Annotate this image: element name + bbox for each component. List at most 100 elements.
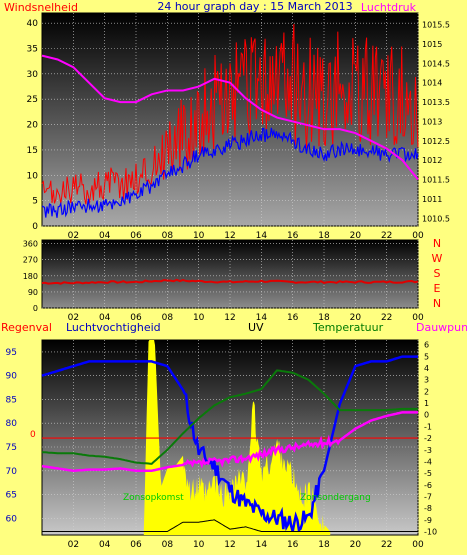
humidity-y-tick-label: 80 <box>6 419 18 429</box>
compass-letter: N <box>433 297 441 310</box>
wind-y-tick-label: 40 <box>27 19 39 29</box>
compass-letter: S <box>434 267 441 280</box>
wind-gust-line <box>41 23 419 205</box>
temperature-y-tick-label: 2 <box>424 387 429 396</box>
wind-y-tick-label: 15 <box>27 146 38 156</box>
x-tick-label: 12 <box>224 231 235 241</box>
pressure-y-tick-label: 1014.5 <box>422 59 450 68</box>
humidity-y-tick-label: 95 <box>6 348 17 358</box>
pressure-y-tick-label: 1013.5 <box>422 98 450 107</box>
humidity-y-tick-label: 90 <box>6 372 18 382</box>
dewpoint-line <box>41 411 418 473</box>
humidity-y-tick-label: 75 <box>6 443 17 453</box>
x-tick-label: 22 <box>381 540 392 550</box>
temperature-line <box>41 369 418 465</box>
temperature-y-tick-label: -3 <box>424 446 432 455</box>
temperature-y-tick-label: -6 <box>424 481 432 490</box>
compass-letter: E <box>434 282 441 295</box>
uv-area <box>143 340 331 535</box>
temperature-y-tick-label: -9 <box>424 516 432 525</box>
temperature-y-tick-label: -10 <box>424 527 437 536</box>
sunset-label: Zonsondergang <box>300 493 371 503</box>
humidity-line <box>41 355 418 533</box>
pressure-y-tick-label: 1015.5 <box>422 21 450 30</box>
sunrise-label: Zonsopkomst <box>123 493 184 503</box>
uv-label: UV <box>248 321 264 334</box>
temperature-y-tick-label: 1 <box>424 399 429 408</box>
wind-y-tick-label: 30 <box>27 70 39 80</box>
rain-zero-label: 0 <box>30 430 36 440</box>
temperature-y-tick-label: -7 <box>424 492 432 501</box>
dewpoint-label: Dauwpunt <box>416 321 467 334</box>
x-tick-label: 00 <box>412 313 424 323</box>
pressure-y-tick-label: 1014 <box>422 79 442 88</box>
x-tick-label: 08 <box>162 313 174 323</box>
compass-letter: N <box>433 237 441 250</box>
x-tick-label: 06 <box>130 313 142 323</box>
x-tick-label: 02 <box>68 231 79 241</box>
pressure-label: Luchtdruk <box>361 1 417 14</box>
x-tick-label: 18 <box>318 540 330 550</box>
wind-average-line <box>41 127 419 218</box>
x-tick-label: 16 <box>287 540 299 550</box>
temperature-y-tick-label: 6 <box>424 341 429 350</box>
x-tick-label: 08 <box>162 540 174 550</box>
direction-y-tick-label: 0 <box>33 304 38 313</box>
x-tick-label: 04 <box>99 313 111 323</box>
x-tick-label: 08 <box>162 231 174 241</box>
x-tick-label: 22 <box>381 313 392 323</box>
x-tick-label: 04 <box>99 231 111 241</box>
wind-y-tick-label: 20 <box>27 121 39 131</box>
wind-direction-line <box>41 278 419 285</box>
x-tick-label: 22 <box>381 231 392 241</box>
temperature-y-tick-label: -8 <box>424 504 432 513</box>
direction-y-tick-label: 270 <box>23 256 38 265</box>
x-tick-label: 02 <box>68 313 79 323</box>
temperature-y-tick-label: 3 <box>424 376 429 385</box>
x-tick-label: 12 <box>224 540 235 550</box>
humidity-y-tick-label: 60 <box>6 514 18 524</box>
direction-y-tick-label: 90 <box>28 288 38 297</box>
humidity-label: Luchtvochtigheid <box>66 321 161 334</box>
x-tick-label: 16 <box>287 313 299 323</box>
temperature-y-tick-label: 5 <box>424 352 429 361</box>
pressure-y-tick-label: 1012 <box>422 156 442 165</box>
plot-area <box>41 23 419 535</box>
x-tick-label: 14 <box>256 540 268 550</box>
x-tick-label: 02 <box>68 540 79 550</box>
wind-y-tick-label: 10 <box>27 171 39 181</box>
wind-y-tick-label: 0 <box>32 222 38 232</box>
humidity-y-tick-label: 85 <box>6 395 17 405</box>
x-tick-label: 06 <box>130 540 142 550</box>
temperature-y-tick-label: -2 <box>424 434 432 443</box>
pressure-y-tick-label: 1013 <box>422 117 442 126</box>
temperature-y-tick-label: -1 <box>424 422 432 431</box>
humidity-y-tick-label: 65 <box>6 491 17 501</box>
pressure-y-tick-label: 1015 <box>422 40 442 49</box>
x-tick-label: 16 <box>287 231 299 241</box>
x-tick-label: 20 <box>350 231 362 241</box>
x-tick-label: 00 <box>412 231 424 241</box>
temperature-y-tick-label: 4 <box>424 364 429 373</box>
x-tick-label: 20 <box>350 540 362 550</box>
x-tick-label: 10 <box>193 231 205 241</box>
temperature-label: Temperatuur <box>312 321 384 334</box>
x-tick-label: 12 <box>224 313 235 323</box>
wind-y-tick-label: 5 <box>32 197 38 207</box>
direction-y-tick-label: 360 <box>23 240 38 249</box>
x-tick-label: 04 <box>99 540 111 550</box>
pressure-y-tick-label: 1011 <box>422 195 442 204</box>
pressure-y-tick-label: 1011.5 <box>422 176 450 185</box>
temperature-y-tick-label: -5 <box>424 469 432 478</box>
x-tick-label: 14 <box>256 231 268 241</box>
wind-y-tick-label: 35 <box>27 45 38 55</box>
x-tick-label: 10 <box>193 540 205 550</box>
x-tick-label: 18 <box>318 231 330 241</box>
compass-letter: W <box>432 252 443 265</box>
pressure-y-tick-label: 1010.5 <box>422 214 450 223</box>
chart-title: 24 hour graph day : 15 March 2013 <box>157 0 352 13</box>
temperature-y-tick-label: 0 <box>424 411 429 420</box>
x-tick-label: 20 <box>350 313 362 323</box>
